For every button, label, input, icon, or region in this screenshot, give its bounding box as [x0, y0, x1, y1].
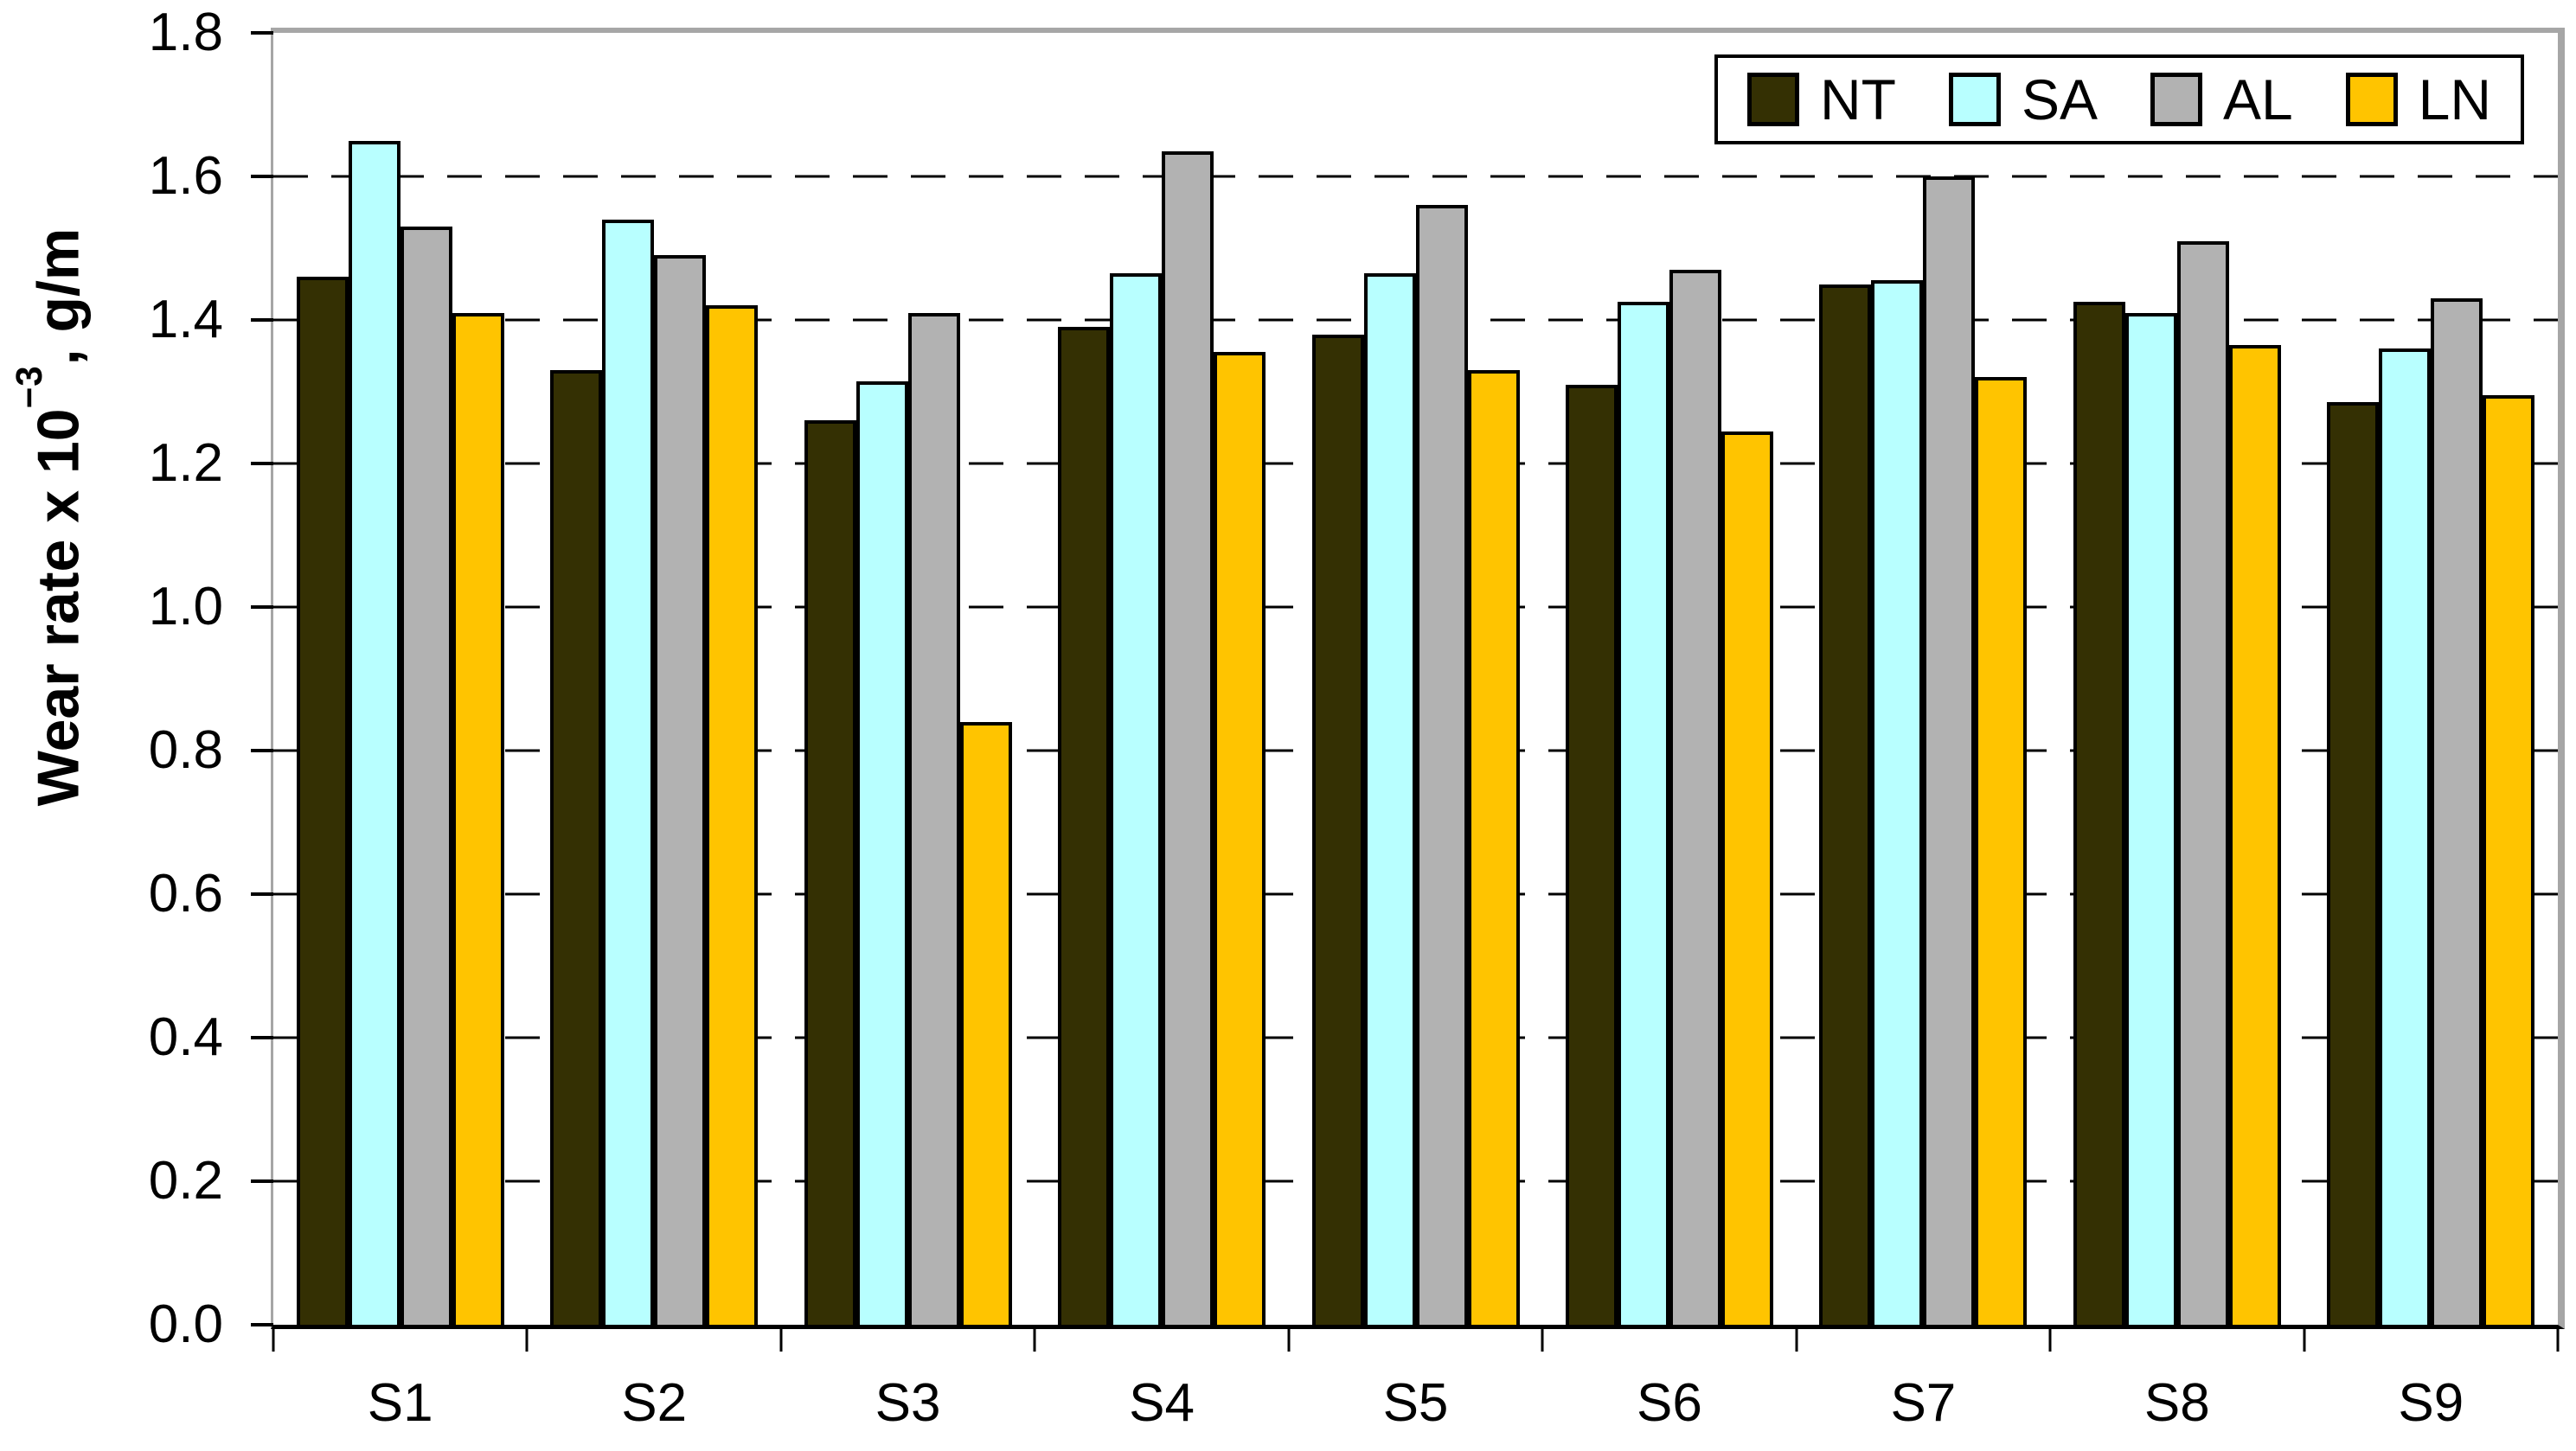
x-tick-1 — [525, 1329, 529, 1352]
x-tick-8 — [2303, 1329, 2306, 1352]
bar-S2-AL — [654, 255, 707, 1325]
legend-swatch-NT — [1747, 73, 1799, 126]
bar-S1-SA — [348, 140, 400, 1325]
legend-label-AL: AL — [2222, 67, 2293, 131]
legend-item-LN: LN — [2345, 67, 2491, 131]
bar-S3-NT — [804, 420, 856, 1325]
x-tick-2 — [779, 1329, 783, 1352]
y-axis-title-unit: , g/m — [25, 227, 92, 366]
y-tick-0.6 — [251, 892, 273, 896]
bar-S8-LN — [2228, 345, 2281, 1325]
bar-S6-SA — [1617, 302, 1669, 1325]
y-tick-label-1.2: 1.2 — [148, 433, 223, 493]
x-tick-5 — [1541, 1329, 1544, 1352]
x-category-label-S4: S4 — [1129, 1373, 1195, 1433]
bar-S6-LN — [1721, 431, 1773, 1325]
y-tick-1.4 — [251, 318, 273, 322]
bar-S1-AL — [400, 227, 452, 1325]
bar-S5-SA — [1363, 273, 1416, 1325]
bar-S1-LN — [452, 312, 504, 1325]
x-tick-9 — [2556, 1329, 2560, 1352]
legend-label-NT: NT — [1820, 67, 1896, 131]
x-category-label-S8: S8 — [2143, 1373, 2210, 1433]
bar-S6-NT — [1565, 384, 1618, 1325]
y-axis-title: Wear rate x 10−3, g/m — [9, 228, 92, 807]
y-tick-0.0 — [251, 1323, 273, 1326]
x-tick-0 — [272, 1329, 275, 1352]
x-tick-4 — [1287, 1329, 1291, 1352]
y-axis-title-base: Wear rate x 10 — [25, 408, 92, 807]
y-tick-label-0.8: 0.8 — [148, 720, 223, 780]
bar-S3-AL — [907, 312, 960, 1325]
bar-S9-NT — [2327, 402, 2380, 1325]
bar-S4-SA — [1110, 273, 1163, 1325]
bar-S2-LN — [706, 305, 759, 1325]
legend-swatch-SA — [1948, 73, 2001, 126]
y-tick-1.0 — [251, 605, 273, 609]
legend-item-NT: NT — [1747, 71, 1896, 128]
bar-S5-LN — [1467, 370, 1520, 1325]
bar-S6-AL — [1669, 269, 1721, 1325]
y-tick-1.8 — [251, 31, 273, 35]
bar-S3-LN — [959, 721, 1012, 1325]
bar-S7-NT — [1819, 284, 1872, 1325]
x-tick-3 — [1033, 1329, 1036, 1352]
bar-S7-LN — [1975, 377, 2028, 1325]
bar-S5-AL — [1415, 205, 1468, 1325]
bar-S4-AL — [1162, 150, 1214, 1325]
bar-S5-NT — [1311, 334, 1364, 1325]
y-tick-label-1.6: 1.6 — [148, 146, 223, 206]
y-tick-label-0.2: 0.2 — [148, 1151, 223, 1211]
x-tick-6 — [1795, 1329, 1798, 1352]
plot-area: 0.0 0.2 0.4 0.6 0.8 1.0 1.2 1.4 1.6 1.8 S1 S2 S3 S4 S5… — [149, 6, 2565, 1430]
bar-S8-NT — [2073, 302, 2125, 1325]
bar-S2-NT — [550, 370, 603, 1325]
legend-label-SA: SA — [2021, 67, 2098, 131]
gridline-1.6 — [273, 175, 2558, 178]
bar-S2-SA — [602, 219, 655, 1325]
y-tick-1.6 — [251, 175, 273, 178]
bar-S9-LN — [2483, 395, 2535, 1325]
y-tick-label-0.4: 0.4 — [148, 1007, 223, 1067]
bar-S8-AL — [2176, 240, 2229, 1325]
legend-swatch-AL — [2150, 73, 2202, 126]
x-category-label-S7: S7 — [1890, 1373, 1957, 1433]
x-category-label-S2: S2 — [621, 1373, 688, 1433]
y-tick-label-1.4: 1.4 — [148, 290, 223, 349]
bar-S9-AL — [2431, 298, 2483, 1325]
legend-item-SA: SA — [1948, 67, 2098, 131]
bar-S9-SA — [2379, 348, 2432, 1325]
bar-S4-LN — [1214, 352, 1266, 1325]
y-tick-0.8 — [251, 749, 273, 752]
y-tick-label-0.6: 0.6 — [148, 864, 223, 924]
x-category-label-S6: S6 — [1637, 1373, 1702, 1433]
y-tick-0.2 — [251, 1179, 273, 1183]
y-axis-title-exponent: −3 — [9, 365, 50, 409]
bar-S3-SA — [855, 380, 908, 1325]
x-category-label-S9: S9 — [2398, 1373, 2464, 1433]
legend: NT SA AL LN — [1714, 54, 2524, 144]
x-category-label-S5: S5 — [1382, 1373, 1449, 1433]
bar-S8-SA — [2124, 312, 2177, 1325]
legend-swatch-LN — [2345, 73, 2398, 126]
bar-S4-NT — [1058, 327, 1111, 1325]
bar-S7-AL — [1923, 176, 1976, 1325]
y-tick-1.2 — [251, 462, 273, 465]
bar-S1-NT — [296, 277, 349, 1325]
y-tick-0.4 — [251, 1036, 273, 1039]
legend-label-LN: LN — [2418, 67, 2491, 131]
x-category-label-S3: S3 — [875, 1373, 941, 1433]
legend-item-AL: AL — [2150, 71, 2293, 128]
y-tick-label-1.0: 1.0 — [148, 577, 223, 636]
y-tick-label-0.0: 0.0 — [148, 1294, 223, 1354]
bar-S7-SA — [1871, 280, 1924, 1325]
y-tick-label-1.8: 1.8 — [148, 3, 223, 62]
x-tick-7 — [2048, 1329, 2052, 1352]
x-category-label-S1: S1 — [367, 1373, 433, 1433]
